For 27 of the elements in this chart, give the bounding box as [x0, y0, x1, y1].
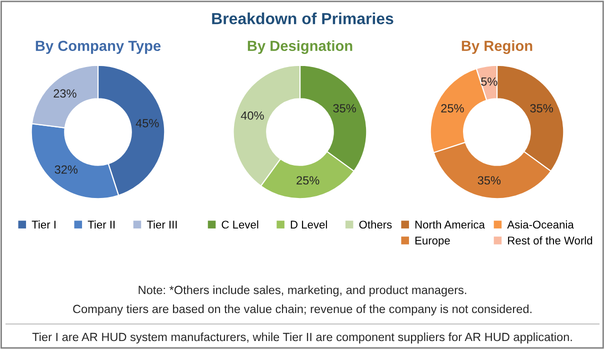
data-label: 35%	[530, 104, 553, 112]
legend-label: Tier III	[146, 220, 177, 229]
legend-label: C Level	[222, 220, 258, 229]
data-label: 35%	[333, 104, 356, 112]
data-label: 23%	[54, 89, 76, 98]
legend-label: Europe	[415, 236, 450, 247]
text: Tier I are AR HUD system manufacturers, while Tier II are component suppliers for AR HUD application.	[32, 332, 572, 344]
legend-label: Tier I	[32, 220, 56, 229]
legend-label: D Level	[290, 220, 327, 229]
data-label: 32%	[54, 165, 78, 174]
legend-label: Others	[359, 220, 392, 229]
text: Company tiers are based on the value chain; revenue of the company is not considered.	[73, 304, 532, 316]
data-label: 5%	[481, 77, 498, 86]
data-label: 45%	[136, 119, 159, 128]
data-label: 40%	[240, 111, 264, 120]
data-label: 25%	[441, 104, 464, 112]
legend-label: Rest of the World	[508, 236, 592, 244]
legend-label: Tier II	[88, 220, 115, 229]
text: Breakdown of Primaries	[212, 12, 394, 24]
chart-title: By Company Type	[36, 40, 161, 54]
chart-title: By Region	[462, 40, 532, 54]
text: Note: *Others include sales, marketing, and product managers.	[138, 285, 466, 297]
chart-title: By Designation	[248, 40, 352, 54]
legend-label: Asia-Oceania	[507, 220, 574, 229]
data-label: 25%	[296, 176, 320, 185]
data-label: 35%	[478, 176, 501, 185]
legend-label: North America	[415, 220, 485, 229]
